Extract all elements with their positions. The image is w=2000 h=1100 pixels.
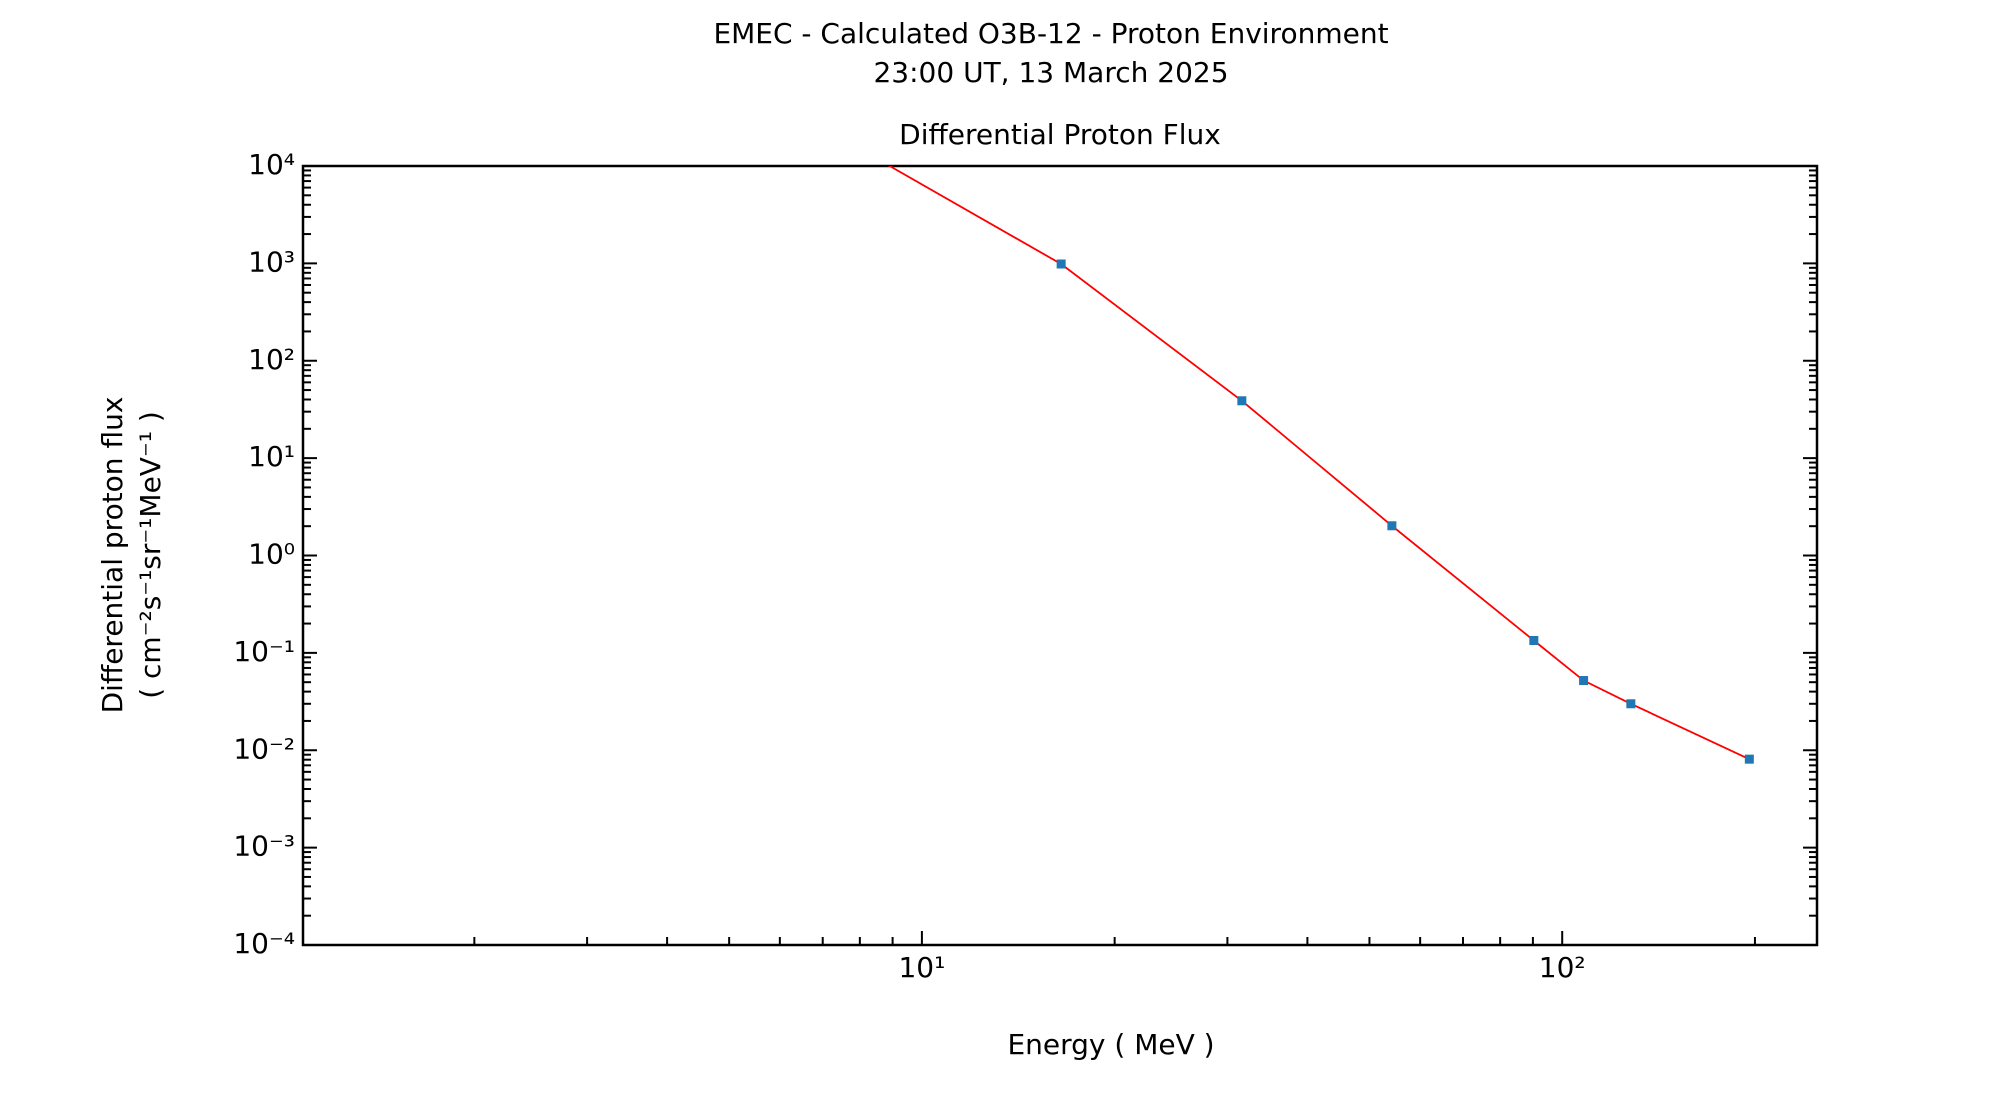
data-point: [1387, 521, 1397, 531]
plot-title: Differential Proton Flux: [899, 118, 1221, 151]
x-tick-label: 10²: [1539, 951, 1586, 984]
data-point: [1529, 635, 1539, 645]
y-tick-label: 10¹: [248, 440, 295, 473]
data-point: [784, 104, 793, 113]
chart-title: EMEC - Calculated O3B-12 - Proton Enviro…: [713, 17, 1388, 50]
y-tick-label: 10²: [248, 343, 295, 376]
chart-subtitle: 23:00 UT, 13 March 2025: [873, 56, 1228, 89]
y-tick-label: 10⁴: [248, 148, 295, 181]
data-point: [1056, 259, 1066, 269]
data-point: [1579, 676, 1589, 686]
y-tick-label: 10⁻³: [233, 830, 295, 863]
y-tick-label: 10⁻⁴: [233, 927, 295, 960]
y-tick-label: 10³: [248, 245, 295, 278]
y-axis-label: ( cm⁻²s⁻¹sr⁻¹MeV⁻¹ ): [134, 411, 167, 699]
x-axis-label: Energy ( MeV ): [1007, 1028, 1214, 1061]
y-tick-label: 10⁻¹: [233, 635, 295, 668]
y-axis-label: Differential proton flux: [96, 397, 129, 714]
x-tick-label: 10¹: [898, 951, 945, 984]
data-point: [1626, 699, 1636, 709]
plot-frame: [301, 164, 1819, 947]
data-point: [1744, 754, 1754, 764]
data-point: [1237, 396, 1247, 406]
y-tick-label: 10⁰: [248, 538, 295, 571]
series-line: [887, 166, 1750, 760]
plot-area: [784, 104, 1754, 764]
y-tick-label: 10⁻²: [233, 732, 295, 765]
